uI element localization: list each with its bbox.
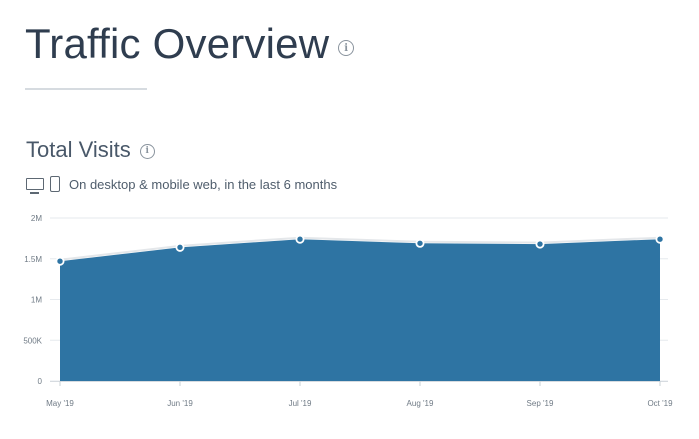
data-point[interactable] — [535, 239, 545, 249]
data-point[interactable] — [175, 242, 185, 252]
chart-area-layer — [50, 236, 668, 382]
data-point[interactable] — [55, 256, 65, 266]
page-title-text: Traffic Overview — [25, 20, 330, 67]
page-title: Traffic Overview i — [25, 20, 355, 68]
mobile-icon — [50, 176, 60, 192]
x-axis-labels: May '19 Jun '19 Jul '19 Aug '19 Sep '19 Oct '… — [46, 381, 673, 408]
x-tick-label: Aug '19 — [407, 399, 434, 408]
device-description: On desktop & mobile web, in the last 6 m… — [69, 176, 338, 192]
info-icon[interactable]: i — [139, 143, 155, 159]
section-title: Total Visits i — [26, 137, 155, 163]
device-filter-row: On desktop & mobile web, in the last 6 m… — [26, 176, 338, 194]
desktop-icon — [26, 178, 44, 194]
visits-line — [59, 236, 661, 261]
visits-area — [60, 239, 660, 381]
y-tick-label: 1M — [31, 296, 42, 305]
y-tick-label: 500K — [23, 336, 42, 345]
x-tick-label: Jun '19 — [167, 399, 193, 408]
data-point[interactable] — [415, 238, 425, 248]
title-underline — [25, 88, 147, 90]
x-tick-label: Sep '19 — [527, 399, 554, 408]
total-visits-chart: 0 500K 1M 1.5M 2M May '19 Jun '19 Jul '19 Aug '… — [23, 214, 673, 408]
x-tick-label: Oct '19 — [647, 399, 673, 408]
x-tick-label: May '19 — [46, 399, 74, 408]
data-point[interactable] — [295, 234, 305, 244]
x-tick-label: Jul '19 — [289, 399, 312, 408]
chart-points — [55, 234, 665, 266]
y-axis-labels: 0 500K 1M 1.5M 2M — [23, 214, 42, 386]
y-tick-label: 0 — [38, 377, 43, 386]
section-title-text: Total Visits — [26, 137, 131, 162]
y-tick-label: 1.5M — [24, 255, 42, 264]
data-point[interactable] — [655, 234, 665, 244]
y-tick-label: 2M — [31, 214, 42, 223]
info-icon[interactable]: i — [338, 40, 355, 56]
